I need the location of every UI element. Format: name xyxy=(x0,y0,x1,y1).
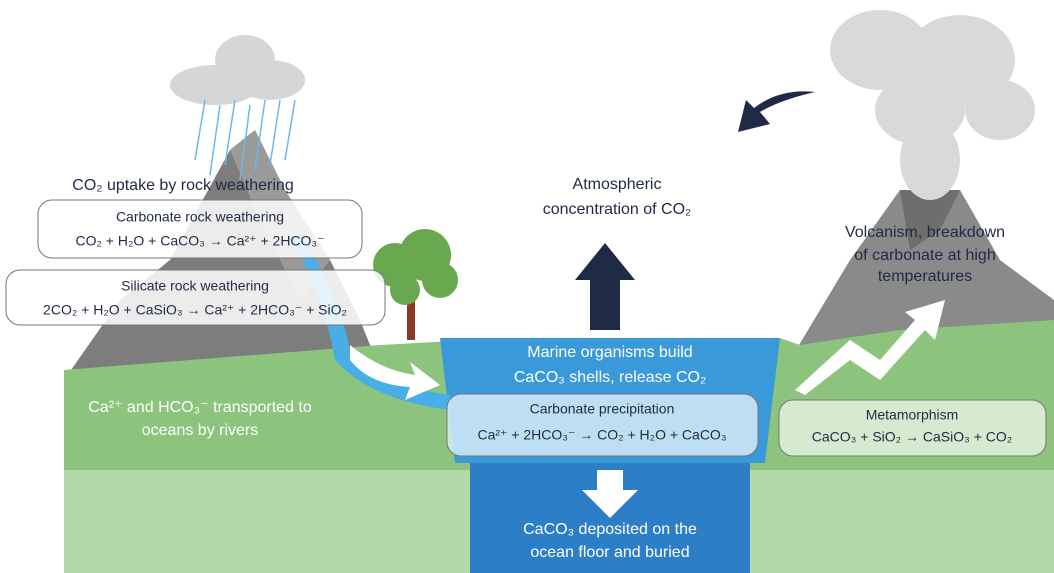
arrow-river xyxy=(350,345,440,400)
label: ocean floor and buried xyxy=(530,544,689,561)
smoke xyxy=(830,10,1035,200)
label: oceans by rivers xyxy=(142,422,259,439)
arrow-up xyxy=(575,243,635,330)
equation: CO₂ + H₂O + CaCO₃ → Ca²⁺ + 2HCO₃⁻ xyxy=(75,233,324,249)
metamorphism-box xyxy=(778,399,1047,457)
box-title: Carbonate precipitation xyxy=(530,401,675,417)
cloud xyxy=(170,35,305,105)
equation: 2CO₂ + H₂O + CaSiO₃ → Ca²⁺ + 2HCO₃⁻ + Si… xyxy=(43,302,347,318)
label: Ca²⁺ and HCO₃⁻ transported to xyxy=(88,399,312,416)
label: temperatures xyxy=(878,268,972,285)
crater xyxy=(900,190,960,250)
precipitation-box xyxy=(446,393,759,457)
carbonate-box xyxy=(37,199,363,259)
label: Volcanism, breakdown xyxy=(845,224,1005,241)
arrow-volcano xyxy=(795,300,945,395)
label: CaCO₃ deposited on the xyxy=(523,521,697,538)
equation: CaCO₃ + SiO₂ → CaSiO₃ + CO₂ xyxy=(812,429,1012,445)
label: CaCO₃ shells, release CO₂ xyxy=(514,369,706,386)
tree-crown xyxy=(373,229,458,305)
arrow-down xyxy=(582,470,638,518)
box-title: Metamorphism xyxy=(866,407,959,423)
silicate-box xyxy=(5,269,386,326)
rain xyxy=(194,99,296,181)
label: Marine organisms build xyxy=(527,344,692,361)
equation: Ca²⁺ + 2HCO₃⁻ → CO₂ + H₂O + CaCO₃ xyxy=(477,427,726,443)
weathering-title: CO₂ uptake by rock weathering xyxy=(72,177,293,194)
box-title: Silicate rock weathering xyxy=(121,278,269,294)
arrow-curve xyxy=(738,91,815,132)
label: Atmospheric xyxy=(573,176,662,193)
box-title: Carbonate rock weathering xyxy=(116,209,284,225)
tree-trunk xyxy=(407,280,415,340)
label: of carbonate at high xyxy=(854,247,995,264)
label: concentration of CO₂ xyxy=(543,201,692,218)
